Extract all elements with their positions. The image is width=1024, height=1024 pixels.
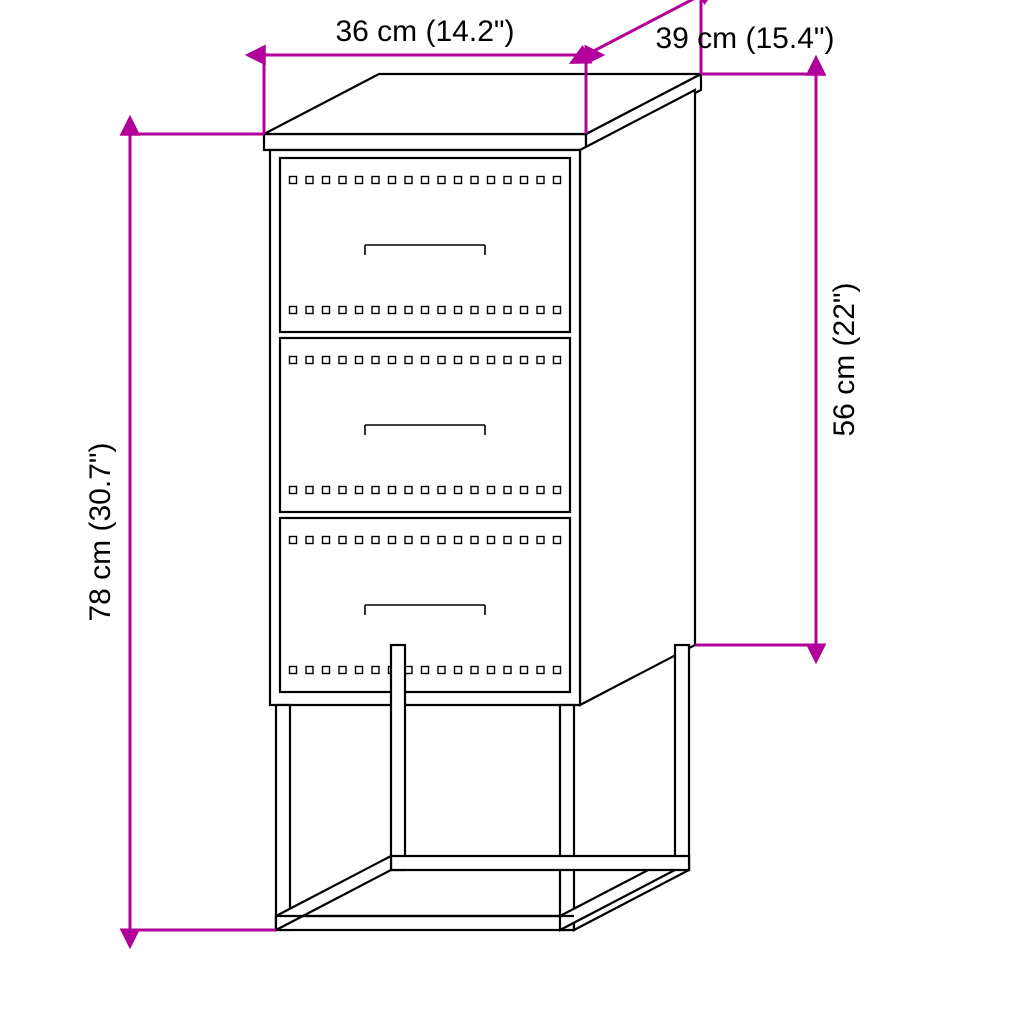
dim-body-height-label: 56 cm (22"): [828, 282, 861, 436]
dim-width-label: 36 cm (14.2"): [335, 15, 514, 48]
dim-total-height-label: 78 cm (30.7"): [84, 442, 117, 621]
dim-depth-label: 39 cm (15.4"): [655, 22, 834, 55]
drawers: [280, 158, 570, 692]
cabinet-drawing: [264, 74, 701, 930]
